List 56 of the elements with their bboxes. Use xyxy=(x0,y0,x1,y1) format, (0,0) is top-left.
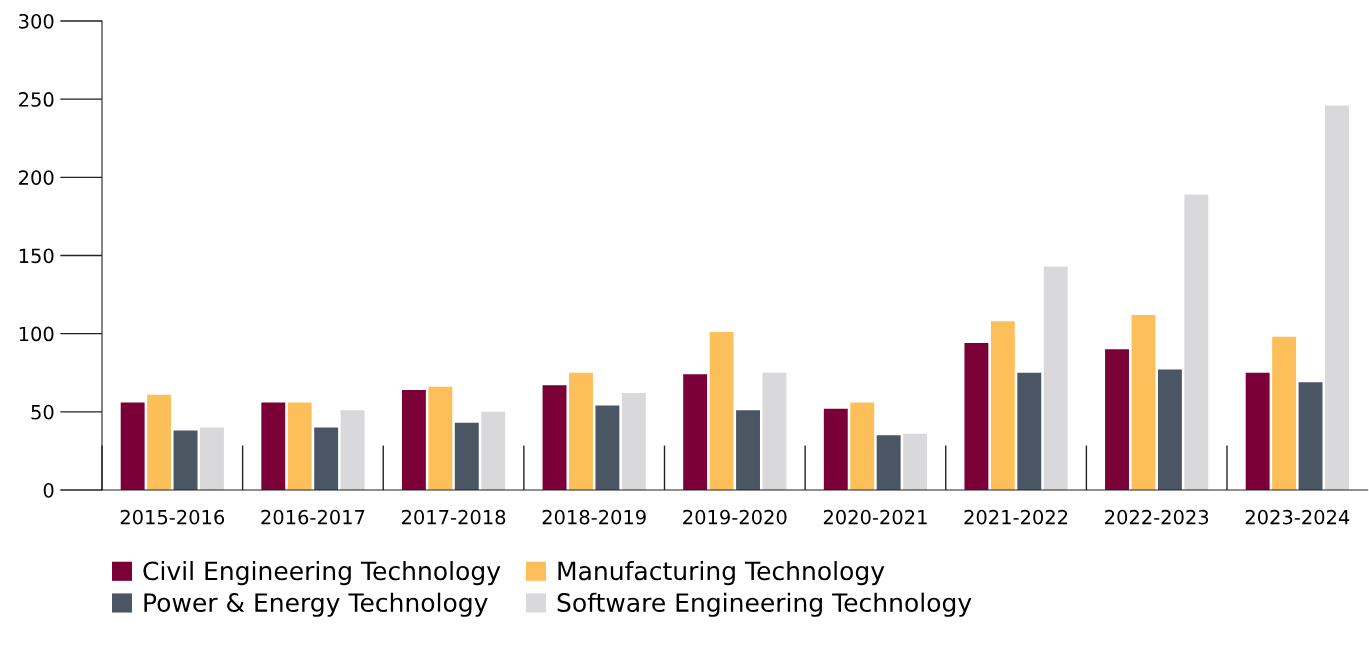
bar xyxy=(454,422,479,490)
legend-label: Civil Engineering Technology xyxy=(143,560,501,586)
bar xyxy=(287,402,312,490)
bar xyxy=(340,410,365,490)
x-tick-label: 2023-2024 xyxy=(1245,509,1350,525)
bar xyxy=(200,427,224,490)
bar xyxy=(736,410,760,490)
bar xyxy=(709,332,734,490)
bar xyxy=(120,402,145,490)
bar xyxy=(401,389,426,490)
bar xyxy=(762,372,787,490)
x-tick-label: 2018-2019 xyxy=(542,509,646,525)
y-tick-label: 150 xyxy=(19,248,54,264)
bar xyxy=(1245,372,1270,490)
x-tick-label: 2016-2017 xyxy=(261,509,365,525)
bar xyxy=(542,385,567,490)
bar xyxy=(683,374,708,490)
x-tick-label: 2019-2020 xyxy=(683,509,787,525)
bar xyxy=(823,408,848,490)
legend-label: Manufacturing Technology xyxy=(558,560,885,586)
bar xyxy=(850,402,875,490)
bar xyxy=(261,402,286,490)
bar xyxy=(428,386,453,490)
x-tick-label: 2017-2018 xyxy=(402,509,506,525)
x-tick-label: 2022-2023 xyxy=(1105,509,1209,525)
y-tick-label: 200 xyxy=(19,170,54,185)
bar xyxy=(621,393,646,490)
x-tick-label: 2021-2022 xyxy=(964,509,1068,525)
y-tick-label: 250 xyxy=(19,92,54,107)
bar xyxy=(1298,382,1323,490)
legend-label: Power & Energy Technology xyxy=(144,592,488,617)
x-tick-label: 2015-2016 xyxy=(120,509,225,525)
bar xyxy=(1105,349,1129,490)
bar xyxy=(903,433,928,490)
y-tick-label: 0 xyxy=(43,482,54,498)
bar xyxy=(1017,372,1042,490)
y-tick-label: 50 xyxy=(31,404,54,420)
bar xyxy=(314,427,339,490)
y-tick-label: 300 xyxy=(19,13,54,29)
bar xyxy=(147,394,172,490)
bar xyxy=(569,372,593,490)
x-tick-label: 2020-2021 xyxy=(823,509,927,525)
bar xyxy=(876,435,901,490)
legend-label: Software Engineering Technology xyxy=(557,592,972,617)
bar xyxy=(1325,105,1349,490)
bar xyxy=(1157,369,1182,490)
bar xyxy=(173,430,198,490)
bar xyxy=(1043,266,1068,490)
bar xyxy=(1272,336,1297,490)
y-tick-label: 100 xyxy=(19,326,54,342)
bar xyxy=(1131,314,1156,490)
bar xyxy=(990,321,1015,490)
bar xyxy=(595,405,620,490)
bar xyxy=(1184,194,1209,490)
bar xyxy=(964,343,989,490)
bar xyxy=(481,411,506,490)
